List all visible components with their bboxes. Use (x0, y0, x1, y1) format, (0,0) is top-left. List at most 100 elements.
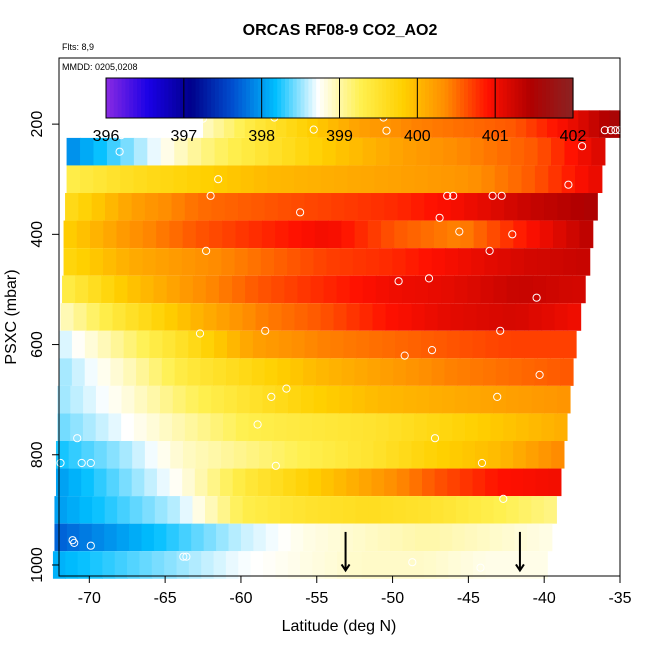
heatmap-cell (348, 440, 362, 469)
heatmap-cell (380, 110, 392, 138)
heatmap-cell (572, 275, 586, 304)
heatmap-cell (497, 248, 512, 276)
heatmap-cell (379, 248, 393, 276)
heatmap-cell (216, 303, 231, 331)
heatmap-cell (174, 137, 189, 166)
heatmap-cell (449, 440, 463, 469)
heatmap-cell (254, 137, 270, 166)
heatmap-cell (200, 358, 214, 386)
heatmap-cell (322, 440, 336, 469)
colorbar-tick-label: 396 (93, 128, 120, 145)
heatmap-cell (270, 468, 284, 497)
heatmap-cell (62, 275, 76, 304)
heatmap-cell (265, 330, 280, 359)
heatmap-cell (120, 165, 135, 194)
plot-frame (58, 57, 621, 577)
heatmap-cell (442, 110, 454, 138)
colorbar-swatch (327, 78, 333, 118)
heatmap-cell (142, 220, 157, 249)
heatmap-cell (280, 165, 295, 194)
colorbar-swatch (125, 78, 130, 118)
heatmap-cell (575, 165, 590, 194)
colorbar-swatch (429, 78, 434, 118)
heatmap-cell (398, 440, 413, 469)
heatmap-cell (576, 248, 591, 276)
heatmap-cell (154, 496, 168, 524)
heatmap-cell (424, 303, 439, 331)
heatmap-cell (182, 468, 196, 497)
heatmap-cell (324, 551, 338, 579)
colorbar-swatch (144, 78, 150, 118)
colorbar-swatch (553, 78, 559, 118)
heatmap-cell (284, 275, 299, 304)
heatmap-cell (157, 440, 171, 469)
heatmap-cell (221, 248, 236, 276)
heatmap-cell (94, 440, 108, 469)
heatmap-cell (464, 193, 479, 221)
heatmap-cell (397, 193, 412, 221)
heatmap-cell (444, 248, 459, 276)
heatmap-cell (84, 330, 99, 359)
heatmap-cell (390, 523, 404, 552)
x-tick-label: -40 (533, 590, 556, 607)
colorbar-swatch (288, 78, 294, 118)
heatmap-cell (369, 110, 381, 138)
colorbar-swatch (172, 78, 177, 118)
heatmap-cell (66, 523, 80, 552)
heatmap-cell (313, 248, 328, 276)
heatmap-cell (63, 220, 78, 249)
heatmap-cell (277, 358, 291, 386)
heatmap-cell (116, 523, 130, 552)
heatmap-cell (95, 413, 110, 441)
heatmap-cell (430, 496, 444, 524)
heatmap-cell (371, 193, 385, 221)
heatmap-cell (519, 275, 534, 304)
heatmap-cell (317, 110, 329, 138)
heatmap-cell (316, 358, 330, 386)
heatmap-cell (238, 193, 252, 221)
heatmap-cell (402, 275, 416, 304)
heatmap-cell (277, 193, 292, 221)
sample-point (600, 126, 609, 135)
heatmap-cell (108, 385, 123, 414)
heatmap-cell (475, 440, 489, 469)
heatmap-cell (429, 385, 443, 414)
heatmap-cell (386, 551, 400, 579)
heatmap-cell (103, 220, 118, 249)
heatmap-cell (86, 303, 101, 331)
heatmap-cell (405, 358, 420, 386)
heatmap-cell (502, 523, 516, 552)
heatmap-cell (493, 275, 508, 304)
heatmap-cell (500, 440, 514, 469)
heatmap-cell (146, 165, 161, 194)
colorbar-swatch (164, 78, 169, 118)
colorbar-swatch (323, 78, 329, 118)
heatmap-cell (459, 330, 474, 359)
heatmap-cell (467, 275, 482, 304)
heatmap-cell (566, 220, 581, 249)
heatmap-cell (103, 248, 117, 276)
heatmap-cell (263, 551, 276, 579)
colorbar-swatch (471, 78, 477, 118)
heatmap-cell (68, 440, 82, 469)
heatmap-cell (88, 275, 102, 304)
heatmap-cell (291, 330, 306, 359)
heatmap-cell (250, 551, 264, 579)
colorbar-swatch (464, 78, 469, 118)
colorbar-swatch (526, 78, 531, 118)
heatmap-cell (127, 551, 141, 579)
heatmap-cell (401, 110, 413, 138)
heatmap-cell (510, 248, 525, 276)
heatmap-cell (179, 275, 194, 304)
heatmap-cell (366, 248, 380, 276)
heatmap-cell (415, 275, 429, 304)
heatmap-cell (523, 468, 537, 497)
heatmap-cell (160, 165, 175, 194)
y-axis: 200 400 600 800 1000 (29, 111, 59, 583)
colorbar: 396 397 398 399 400 401 402 (93, 77, 586, 145)
heatmap-cell (327, 523, 342, 552)
heatmap-cell (303, 523, 317, 552)
heatmap-cell (333, 303, 348, 331)
colorbar-swatch (222, 78, 228, 118)
colorbar-swatch (207, 78, 212, 118)
